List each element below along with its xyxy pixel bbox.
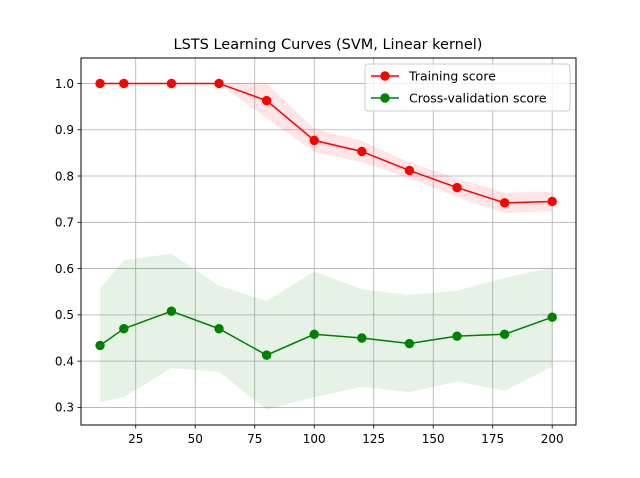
y-tick-label: 0.3 bbox=[55, 401, 74, 415]
cross-validation-score-point bbox=[309, 329, 319, 339]
y-tick-label: 0.7 bbox=[55, 216, 74, 230]
cross-validation-score-point bbox=[404, 338, 415, 349]
training-score-point bbox=[119, 78, 129, 89]
training-score-point bbox=[166, 78, 177, 89]
y-tick-label: 0.8 bbox=[55, 169, 74, 183]
training-score-point bbox=[452, 182, 462, 193]
grid bbox=[81, 58, 576, 425]
training-score-point bbox=[547, 196, 557, 207]
x-tick-label: 100 bbox=[303, 432, 326, 446]
training-score-point bbox=[261, 95, 272, 106]
x-tick-label: 75 bbox=[247, 432, 262, 446]
cross-validation-score-point bbox=[357, 333, 367, 343]
x-tick-label: 200 bbox=[541, 432, 564, 446]
y-tick-label: 0.6 bbox=[55, 262, 74, 276]
x-tick-label: 50 bbox=[188, 432, 203, 446]
y-tick-label: 0.9 bbox=[55, 123, 74, 137]
training-score-point bbox=[404, 165, 415, 176]
y-tick-label: 1.0 bbox=[55, 77, 74, 91]
cross-validation-score-point bbox=[499, 329, 510, 339]
axis-ticks: 25 50 75 100 125 150 175 200 0.3 0.4 0.5 0.6 0.7 0.8 0… bbox=[55, 77, 564, 446]
x-tick-label: 125 bbox=[362, 432, 385, 446]
legend-label-training-score: Training score bbox=[408, 69, 496, 84]
training-score-point bbox=[214, 78, 224, 89]
cross-validation-score-point bbox=[214, 324, 224, 334]
legend-marker-cross-validation-score bbox=[380, 93, 390, 103]
chart-title: LSTS Learning Curves (SVM, Linear kernel… bbox=[174, 37, 483, 53]
series-markers bbox=[95, 78, 557, 360]
cross-validation-score-point bbox=[166, 306, 177, 316]
legend: Training score Cross-validation score bbox=[364, 63, 571, 112]
y-tick-label: 0.4 bbox=[55, 354, 74, 368]
training-score-point bbox=[309, 135, 319, 146]
training-score-point bbox=[357, 146, 367, 157]
cross-validation-score-point bbox=[119, 324, 129, 334]
cross-validation-score-point bbox=[547, 312, 557, 322]
cross-validation-score-point bbox=[452, 331, 462, 341]
y-tick-label: 0.5 bbox=[55, 308, 74, 322]
cross-validation-score-band bbox=[100, 253, 553, 410]
x-tick-label: 175 bbox=[481, 432, 504, 446]
cross-validation-score-point bbox=[95, 340, 105, 351]
training-score-point bbox=[499, 198, 510, 208]
cross-validation-score-point bbox=[261, 350, 272, 360]
plot-frame bbox=[80, 57, 577, 426]
legend-label-cross-validation-score: Cross-validation score bbox=[409, 91, 547, 106]
legend-marker-training-score bbox=[380, 71, 390, 81]
training-score-point bbox=[95, 78, 105, 89]
x-tick-label: 25 bbox=[128, 432, 143, 446]
legend-box bbox=[364, 63, 571, 112]
x-tick-label: 150 bbox=[422, 432, 445, 446]
